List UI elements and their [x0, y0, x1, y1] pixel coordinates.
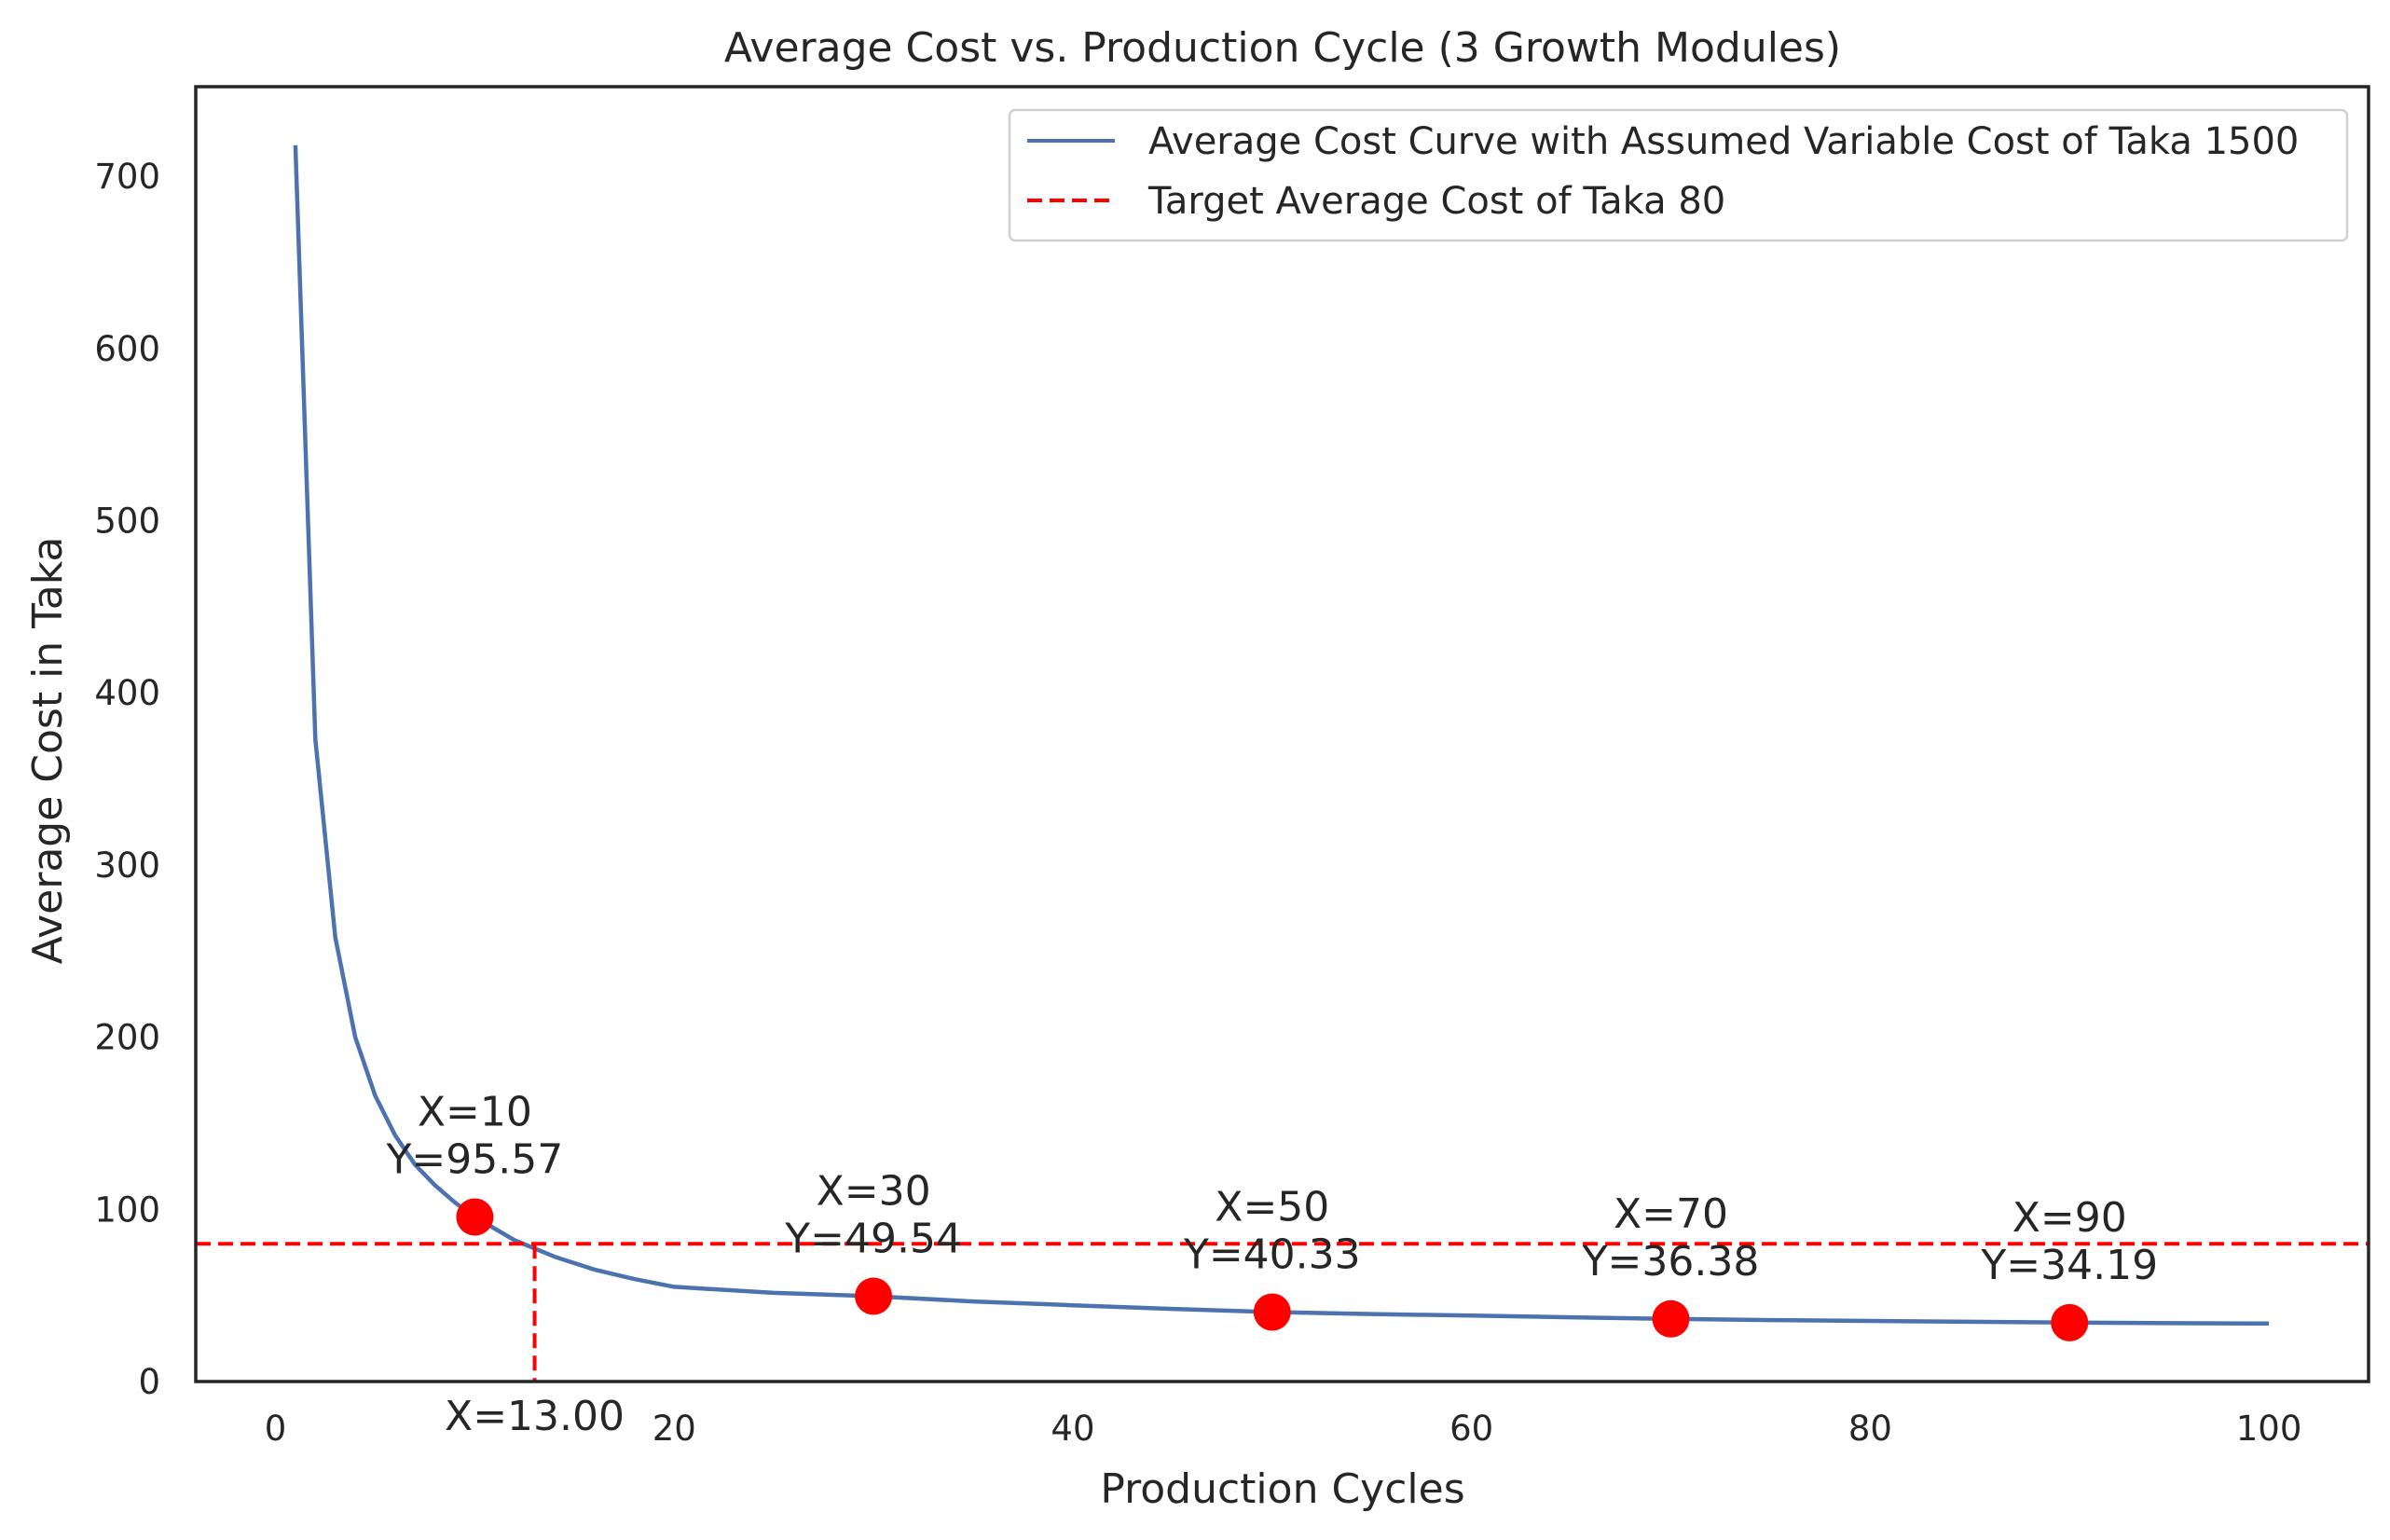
x-tick-label: 80 — [1848, 1409, 1892, 1449]
y-tick-label: 200 — [94, 1018, 160, 1058]
intersection-label: X=13.00 — [445, 1393, 625, 1440]
point-label-x: X=70 — [1614, 1190, 1728, 1238]
point-label-y: Y=95.57 — [386, 1135, 564, 1183]
legend: Average Cost Curve with Assumed Variable… — [1008, 108, 2349, 242]
point-label-y: Y=34.19 — [1980, 1242, 2158, 1289]
average-cost-curve — [293, 144, 2270, 1327]
legend-box — [1008, 108, 2349, 242]
y-tick-label: 0 — [138, 1362, 160, 1402]
legend-target-label: Target Average Cost of Taka 80 — [1147, 180, 1725, 223]
plot-frame — [194, 85, 2370, 1383]
point-label-y: Y=36.38 — [1582, 1238, 1760, 1286]
y-tick-label: 300 — [94, 846, 160, 886]
legend-curve-label: Average Cost Curve with Assumed Variable… — [1148, 120, 2299, 163]
point-label-x: X=10 — [418, 1088, 532, 1135]
plot-area: X=13.00 X=10Y=95.57 X=30Y=49.54 X=50Y=40.33… — [196, 144, 2369, 1440]
y-tick-label: 600 — [94, 329, 160, 369]
point-label-y: Y=49.54 — [784, 1215, 962, 1262]
y-axis-label: Average Cost in Taka — [24, 537, 72, 965]
y-tick-label: 400 — [94, 673, 160, 713]
y-tick-label: 700 — [94, 157, 160, 197]
data-point — [456, 1198, 494, 1236]
x-tick-label: 20 — [652, 1409, 696, 1449]
point-label-x: X=90 — [2012, 1194, 2127, 1242]
x-tick-label: 0 — [265, 1409, 287, 1449]
y-tick-label: 100 — [94, 1189, 160, 1230]
x-tick-label: 40 — [1051, 1409, 1094, 1449]
chart-title: Average Cost vs. Production Cycle (3 Gro… — [724, 24, 1841, 72]
x-axis-ticks: 0 20 40 60 80 100 — [265, 1409, 2302, 1449]
data-point — [1253, 1293, 1291, 1331]
x-tick-label: 100 — [2236, 1409, 2302, 1449]
x-axis-label: Production Cycles — [1100, 1465, 1464, 1513]
point-label-y: Y=40.33 — [1183, 1231, 1361, 1279]
x-tick-label: 60 — [1449, 1409, 1493, 1449]
point-label-x: X=50 — [1215, 1184, 1329, 1231]
point-label-x: X=30 — [817, 1167, 931, 1215]
y-axis-ticks: 0 100 200 300 400 500 600 700 — [94, 157, 160, 1402]
data-point — [2051, 1303, 2089, 1341]
data-point — [855, 1277, 893, 1315]
y-tick-label: 500 — [94, 501, 160, 541]
data-point — [1652, 1299, 1690, 1338]
